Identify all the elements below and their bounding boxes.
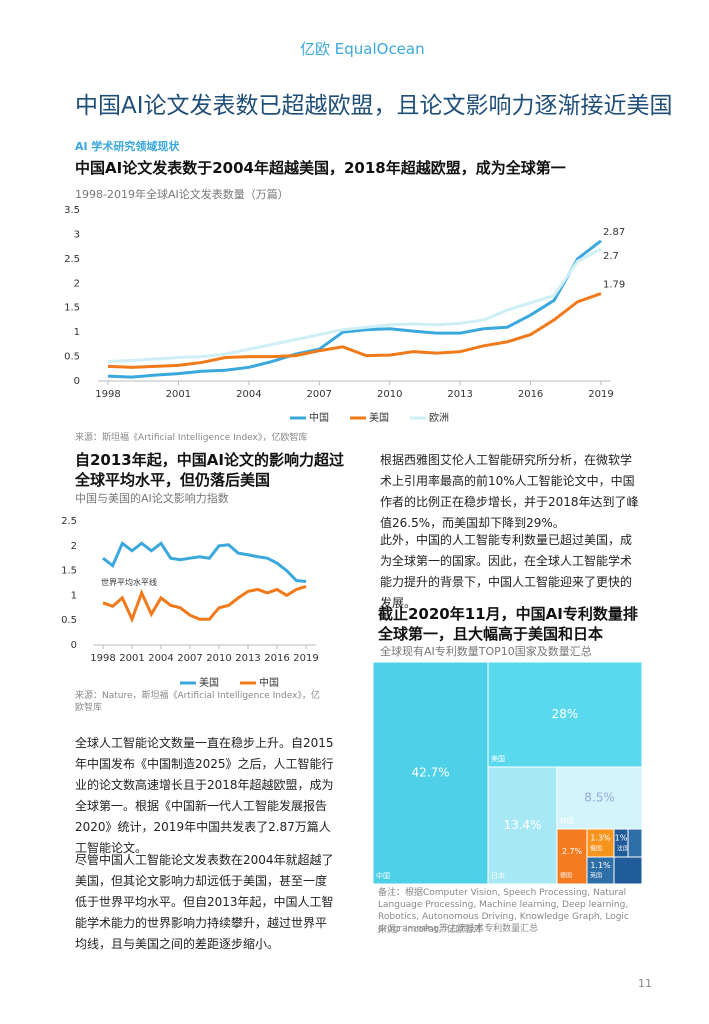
tile-label: 英国 (590, 872, 602, 880)
y-tick-label: 0.5 (64, 352, 80, 363)
x-tick-label: 2010 (377, 389, 402, 400)
section-label: AI 学术研究领域现状 (75, 140, 180, 153)
tile (487, 766, 558, 885)
paragraph: 尽管中国人工智能论文发表数在2004年就超越了美国，但其论文影响力却远低于美国，… (75, 853, 334, 951)
tile (586, 856, 615, 885)
tile-label: 韩国 (560, 816, 574, 825)
tile-value: 1% (615, 834, 628, 843)
chart-subtitle: 中国与美国的AI论文影响力指数 (75, 492, 229, 505)
note: 备注：根据Computer Vision, Speech Processing,… (378, 888, 629, 934)
source: 来源：Nature，斯坦福《Artificial Intelligence In… (75, 691, 320, 713)
tile-rest (627, 828, 643, 858)
tile-value: 1.3% (590, 834, 611, 843)
tile-label: 德国 (560, 872, 572, 880)
series-line (102, 585, 307, 624)
page-number: 11 (638, 977, 652, 990)
y-tick-label: 2 (71, 541, 77, 552)
tile (487, 661, 643, 768)
paragraph: 根据西雅图艾伦人工智能研究所分析，在微软学术上引用率最高的前10%人工智能论文中… (380, 453, 639, 530)
x-tick-label: 1998 (90, 653, 115, 664)
y-tick-label: 2 (74, 278, 80, 289)
y-tick-label: 3.5 (64, 205, 80, 216)
series-line (107, 247, 602, 363)
x-tick-label: 2007 (307, 389, 332, 400)
tile (372, 661, 489, 885)
chart-title: 中国AI论文发表数于2004年超越美国，2018年超越欧盟，成为全球第一 (75, 159, 566, 177)
legend-label: 中国 (259, 676, 279, 689)
legend-label: 美国 (199, 676, 219, 689)
series-line (107, 239, 602, 379)
y-tick-label: 0.5 (61, 615, 77, 626)
x-tick-label: 2016 (518, 389, 543, 400)
annotation: 世界平均水平线 (101, 577, 157, 587)
x-tick-label: 2013 (447, 389, 472, 400)
y-tick-label: 1 (71, 590, 77, 601)
tile-value: 2.7% (562, 847, 583, 856)
series-line (107, 292, 602, 369)
tile-label: 日本 (491, 871, 505, 880)
y-tick-label: 1.5 (64, 303, 80, 314)
x-tick-label: 2016 (264, 653, 289, 664)
y-tick-label: 0 (71, 640, 77, 651)
y-tick-label: 0 (74, 376, 80, 387)
paragraph: 此外，中国的人工智能专利数量已超过美国，成为全球第一的国家。因此，在全球人工智能… (380, 533, 633, 610)
y-tick-label: 2.5 (64, 254, 80, 265)
data-label: 1.79 (603, 280, 625, 291)
tile-rest (613, 856, 643, 885)
tile-label: 美国 (491, 754, 505, 763)
x-tick-label: 2004 (236, 389, 261, 400)
x-tick-label: 2010 (206, 653, 231, 664)
tile-label: 中国 (376, 871, 390, 880)
x-tick-label: 2019 (588, 389, 613, 400)
tile-value: 42.7% (411, 766, 449, 780)
tile (556, 766, 643, 830)
paragraph: 全球人工智能论文数量一直在稳步上升。自2015年中国发布《中国制造2025》之后… (75, 736, 334, 855)
chart-title: 截止2020年11月，中国AI专利数量排全球第一，且大幅高于美国和日本 (378, 605, 638, 643)
legend-label: 欧洲 (429, 412, 449, 424)
chart-subtitle: 1998-2019年全球AI论文发表数量（万篇） (75, 188, 289, 201)
tile (613, 828, 629, 858)
x-tick-label: 2007 (177, 653, 202, 664)
y-tick-label: 2.5 (61, 516, 77, 527)
x-tick-label: 2013 (235, 653, 260, 664)
tile (556, 828, 588, 885)
data-label: 2.7 (603, 251, 619, 262)
page-title: 中国AI论文发表数已超越欧盟，且论文影响力逐渐接近美国 (75, 93, 673, 119)
tile-value: 28% (552, 707, 579, 721)
legend-label: 美国 (369, 411, 389, 424)
source: 来源：斯坦福《Artificial Intelligence Index》，亿欧… (75, 433, 308, 443)
tile-label: 法国 (617, 845, 629, 853)
tile-label: 俄国 (590, 845, 602, 853)
y-tick-label: 1 (74, 327, 80, 338)
x-tick-label: 2019 (293, 653, 318, 664)
logo: 亿欧 EqualOcean (300, 40, 425, 58)
y-tick-label: 3 (74, 229, 80, 240)
legend-label: 中国 (309, 411, 329, 424)
chart-title: 自2013年起，中国AI论文的影响力超过全球平均水平，但仍落后美国 (75, 451, 344, 489)
x-tick-label: 1998 (95, 389, 120, 400)
series-line (102, 540, 307, 584)
y-tick-label: 1.5 (61, 566, 77, 577)
tile-value: 8.5% (584, 791, 615, 805)
x-tick-label: 2001 (166, 389, 191, 400)
tile-value: 13.4% (503, 818, 541, 832)
source: 来源：incoPat，亿欧智库 (378, 925, 483, 935)
tile-value: 1.1% (590, 861, 611, 870)
chart-subtitle: 全球现有AI专利数量TOP10国家及数量汇总 (380, 645, 592, 658)
x-tick-label: 2001 (119, 653, 144, 664)
data-label: 2.87 (603, 227, 625, 238)
x-tick-label: 2004 (148, 653, 173, 664)
